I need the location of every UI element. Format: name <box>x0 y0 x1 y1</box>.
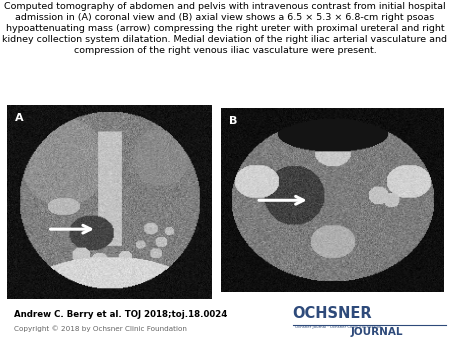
Text: Computed tomography of abdomen and pelvis with intravenous contrast from initial: Computed tomography of abdomen and pelvi… <box>3 2 447 55</box>
Text: OCHSNER: OCHSNER <box>292 306 372 321</box>
Text: Copyright © 2018 by Ochsner Clinic Foundation: Copyright © 2018 by Ochsner Clinic Found… <box>14 325 186 332</box>
Text: B: B <box>230 116 238 125</box>
Text: JOURNAL: JOURNAL <box>351 327 404 337</box>
Text: Andrew C. Berry et al. TOJ 2018;toj.18.0024: Andrew C. Berry et al. TOJ 2018;toj.18.0… <box>14 310 227 319</box>
Text: Ochsner Journal · Ochsner Clinic Foundation: Ochsner Journal · Ochsner Clinic Foundat… <box>295 325 381 329</box>
Text: A: A <box>15 113 23 123</box>
